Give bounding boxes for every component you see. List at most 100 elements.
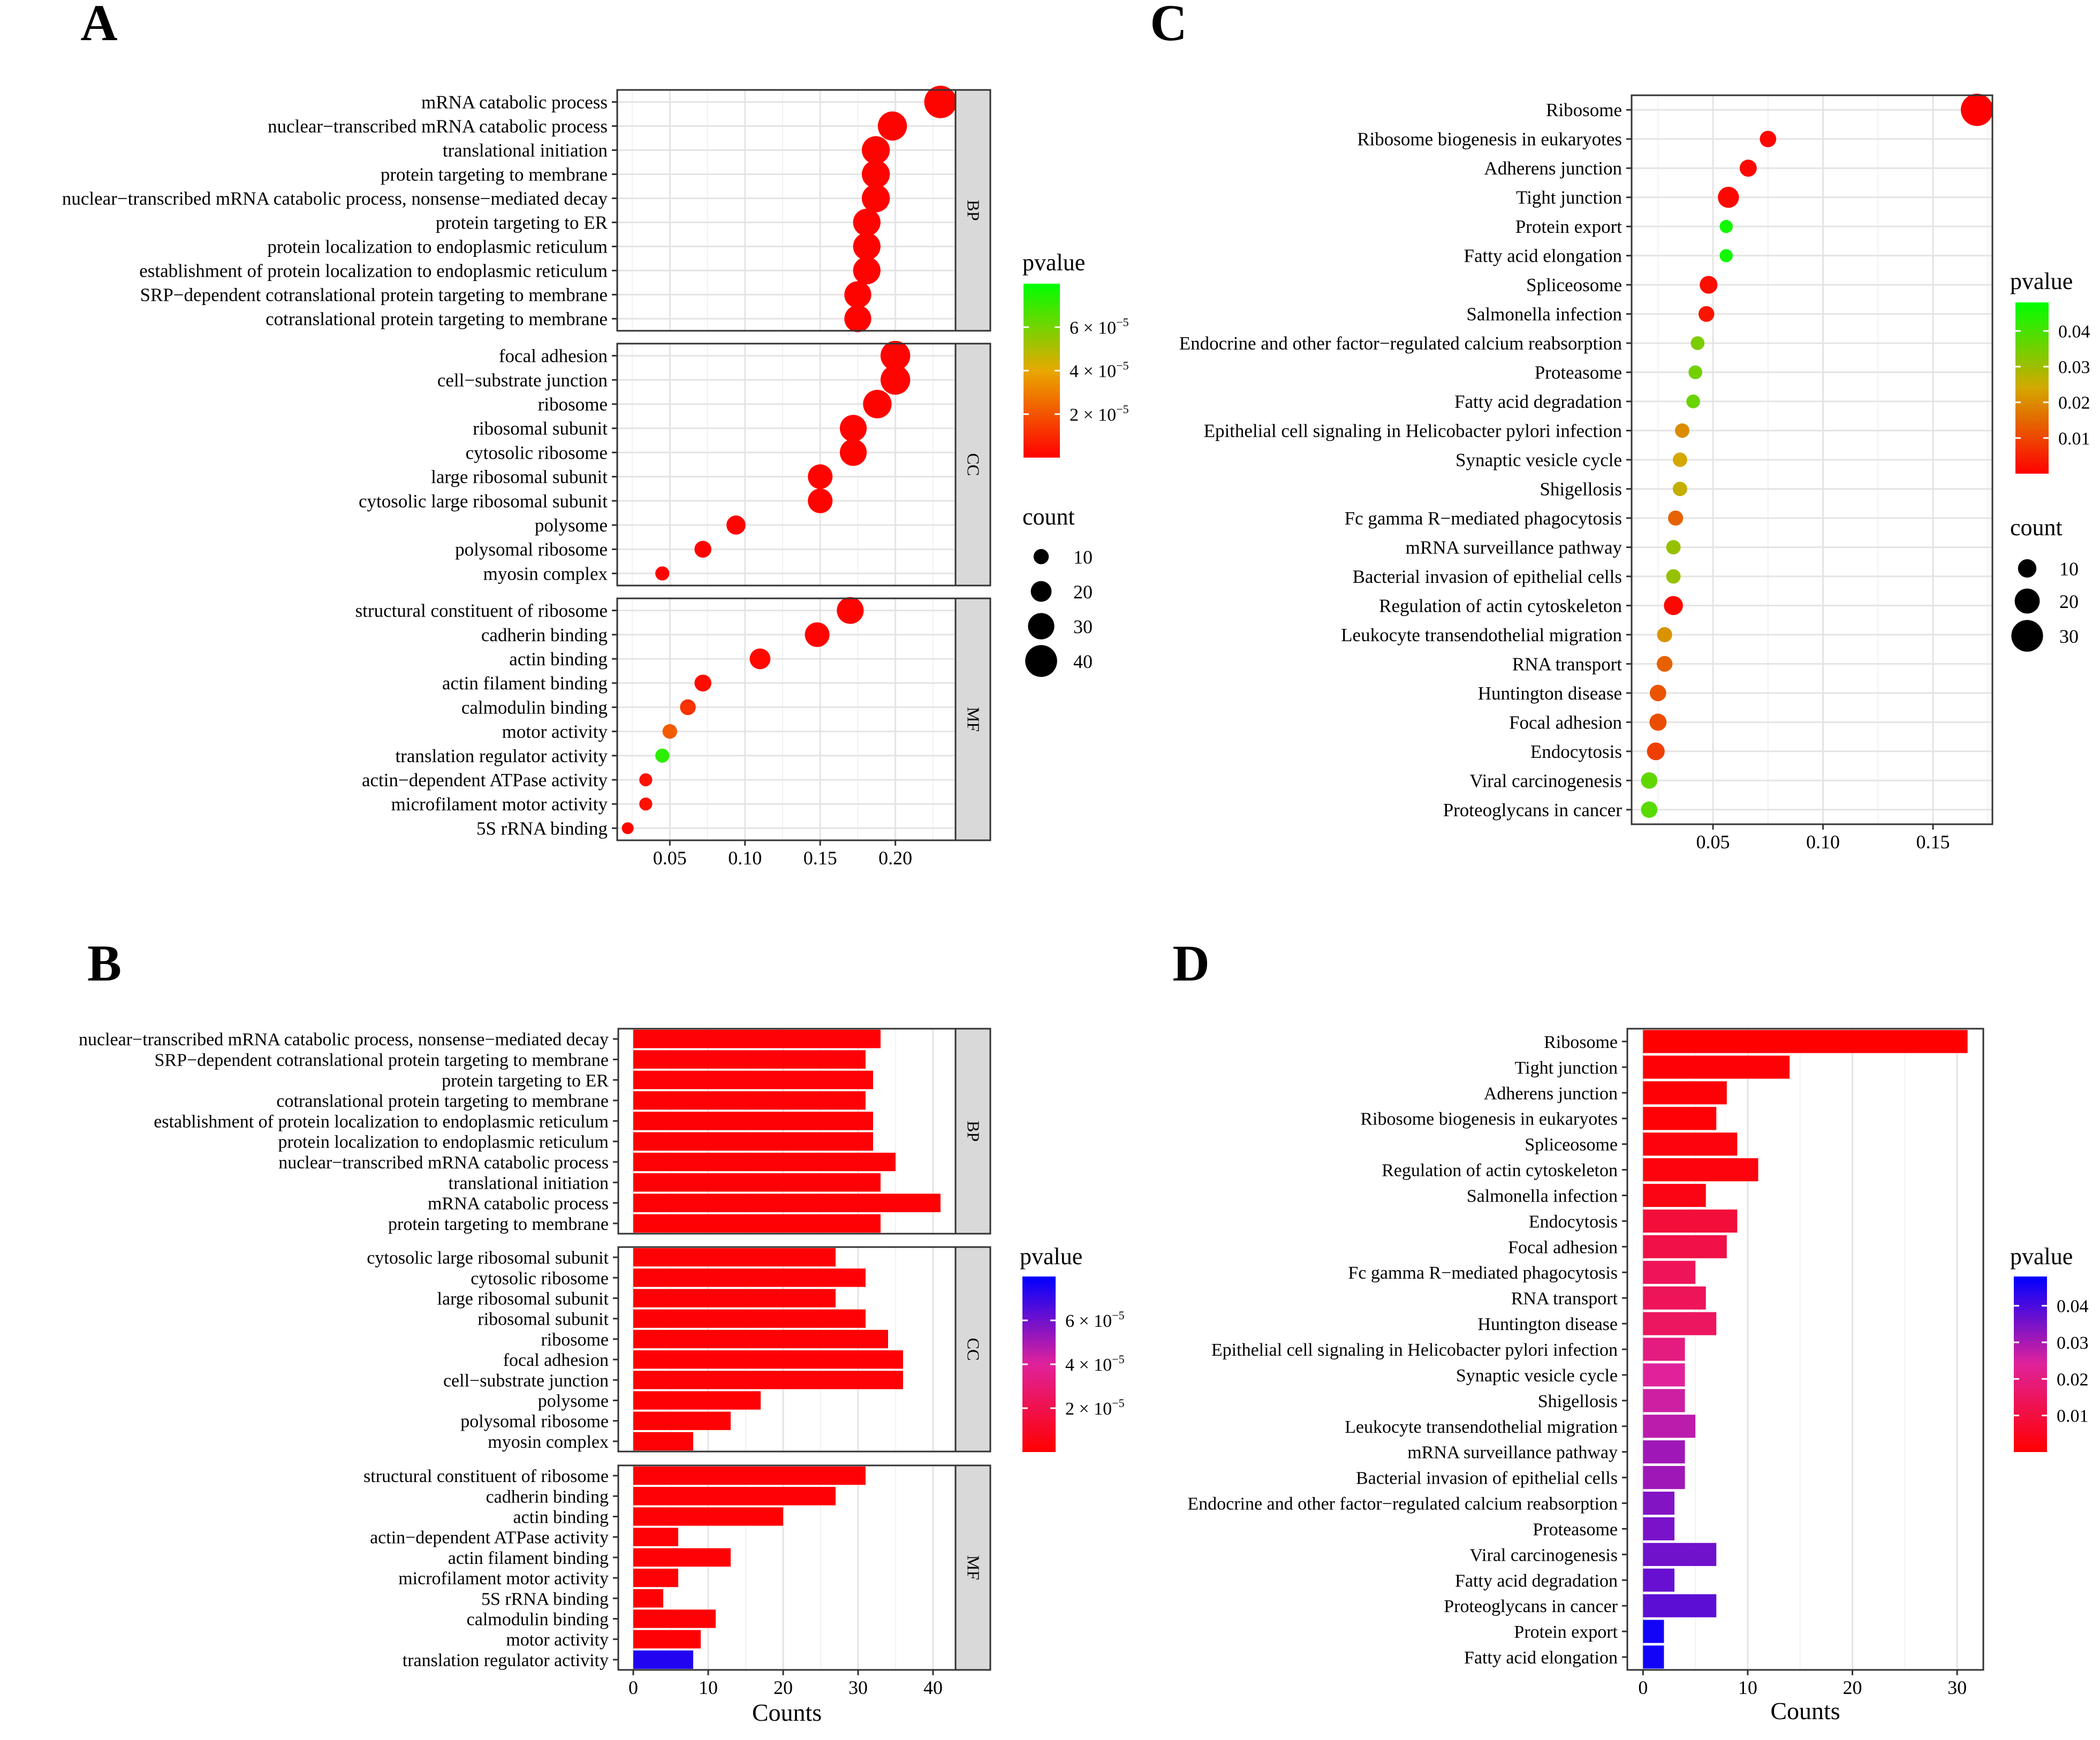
term-label: ribosome <box>538 394 608 415</box>
bar <box>633 1132 873 1151</box>
data-point <box>694 541 711 558</box>
facet-strip-label: CC <box>964 1338 983 1361</box>
colorbar-tick-label: 2 × 10−5 <box>1070 402 1129 425</box>
x-tick-label: 0.05 <box>653 847 687 869</box>
term-label: RNA transport <box>1511 1289 1618 1309</box>
data-point <box>1649 685 1666 702</box>
bar <box>633 1568 678 1587</box>
bar <box>633 1589 663 1608</box>
bar <box>1643 1286 1706 1310</box>
data-point <box>1719 249 1733 262</box>
term-label: protein targeting to ER <box>442 1071 609 1091</box>
colorbar-tick-exponent: −5 <box>1112 1309 1124 1322</box>
colorbar-tick-label: 0.01 <box>2057 1407 2089 1426</box>
panel-labels: A B C D <box>80 0 1209 992</box>
panel-border <box>1631 94 1993 825</box>
term-label: establishment of protein localization to… <box>154 1112 609 1131</box>
data-point <box>839 415 867 442</box>
term-label: structural constituent of ribosome <box>363 1467 609 1486</box>
bar <box>633 1630 701 1648</box>
term-label: Fc gamma R−mediated phagocytosis <box>1345 508 1622 529</box>
colorbar-tick-label: 0.04 <box>2057 1297 2089 1317</box>
bar <box>633 1091 866 1110</box>
panel-a-legend: pvalue 2 × 10−5 4 × 10−5 6 × 10−5 count 10 20 3… <box>1022 249 1129 677</box>
term-label: Regulation of actin cytoskeleton <box>1379 595 1622 616</box>
colorbar-tick-label: 4 × 10−5 <box>1070 359 1129 382</box>
term-label: cytosolic ribosome <box>466 442 608 463</box>
data-point <box>877 111 907 141</box>
term-label: actin−dependent ATPase activity <box>370 1528 609 1548</box>
data-point <box>1657 627 1672 642</box>
colorbar-tick-label: 2 × 10−5 <box>1065 1396 1125 1419</box>
data-point <box>655 566 670 581</box>
panel-label-d: D <box>1172 934 1209 992</box>
size-legend-dot <box>1025 645 1057 677</box>
bar <box>633 1248 836 1267</box>
term-label: SRP−dependent cotranslational protein ta… <box>154 1050 609 1070</box>
term-label: large ribosomal subunit <box>431 467 608 488</box>
facet-strip-label: CC <box>964 453 983 476</box>
term-label: Synaptic vesicle cycle <box>1456 1366 1618 1386</box>
term-label: myosin complex <box>488 1432 609 1452</box>
term-label: structural constituent of ribosome <box>355 601 608 621</box>
x-tick-label: 0 <box>1638 1677 1648 1698</box>
term-label: Spliceosome <box>1525 1135 1618 1155</box>
panel-a-chart: mRNA catabolic process nuclear−transcribe… <box>62 86 1129 869</box>
facet-strip-label: MF <box>964 1555 983 1580</box>
term-label: Spliceosome <box>1526 275 1622 295</box>
size-legend-label: 10 <box>1073 546 1093 568</box>
x-tick-label: 10 <box>1738 1677 1757 1698</box>
term-label: Proteoglycans in cancer <box>1443 800 1623 820</box>
panel-c-chart: Ribosome Ribosome biogenesis in eukaryote… <box>1179 94 2090 853</box>
data-point <box>1668 510 1684 526</box>
term-label: Focal adhesion <box>1508 1237 1618 1257</box>
panel-label-c: C <box>1150 0 1187 51</box>
x-tick-label: 30 <box>848 1677 868 1698</box>
term-label: Bacterial invasion of epithelial cells <box>1353 566 1622 587</box>
bar <box>1643 1594 1717 1617</box>
facet-strip-label: MF <box>964 707 983 732</box>
bar <box>1643 1133 1738 1156</box>
data-point <box>863 390 892 419</box>
term-label: cadherin binding <box>486 1487 609 1507</box>
term-label: cadherin binding <box>481 625 608 645</box>
data-point <box>1641 772 1658 789</box>
term-label: actin filament binding <box>448 1548 609 1568</box>
bar <box>633 1487 836 1506</box>
colorbar-tick-exponent: −5 <box>1116 315 1128 329</box>
colorbar-tick-exponent: −5 <box>1112 1396 1124 1410</box>
bar <box>1643 1620 1664 1643</box>
data-point <box>861 184 890 212</box>
size-legend-title: count <box>1022 504 1075 530</box>
term-label: cell−substrate junction <box>437 370 608 391</box>
facet-strip-label: BP <box>964 200 983 221</box>
bar <box>633 1173 881 1192</box>
term-label: Shigellosis <box>1540 478 1622 499</box>
term-label: Huntington disease <box>1477 1315 1618 1334</box>
term-label: Endocytosis <box>1530 741 1622 762</box>
term-label: translation regulator activity <box>403 1651 609 1670</box>
data-point <box>808 488 833 513</box>
term-label: Leukocyte transendothelial migration <box>1341 625 1622 645</box>
term-label: Ribosome biogenesis in eukaryotes <box>1357 129 1622 150</box>
bar <box>633 1507 783 1526</box>
term-label: Proteasome <box>1535 362 1622 383</box>
data-point <box>880 340 911 371</box>
term-label: Viral carcinogenesis <box>1469 770 1622 791</box>
facet-cc: cytosolic large ribosomal subunitcytosol… <box>367 1246 991 1453</box>
panel-c-legend: pvalue 0.01 0.02 0.03 0.04 count 10 20 30 <box>2010 268 2090 652</box>
term-label: focal adhesion <box>499 346 608 367</box>
size-legend-dot <box>2014 588 2040 614</box>
bar <box>1643 1055 1790 1079</box>
data-point <box>1760 131 1777 148</box>
data-point <box>639 797 653 811</box>
bar <box>633 1309 866 1328</box>
term-label: polysome <box>538 1392 609 1411</box>
term-label: nuclear−transcribed mRNA catabolic proce… <box>268 116 608 137</box>
data-point <box>844 281 871 308</box>
colorbar-title: pvalue <box>2010 268 2073 294</box>
term-label: actin filament binding <box>442 673 608 694</box>
data-point <box>655 748 670 763</box>
term-label: actin binding <box>509 649 608 670</box>
term-label: actin−dependent ATPase activity <box>362 770 608 791</box>
